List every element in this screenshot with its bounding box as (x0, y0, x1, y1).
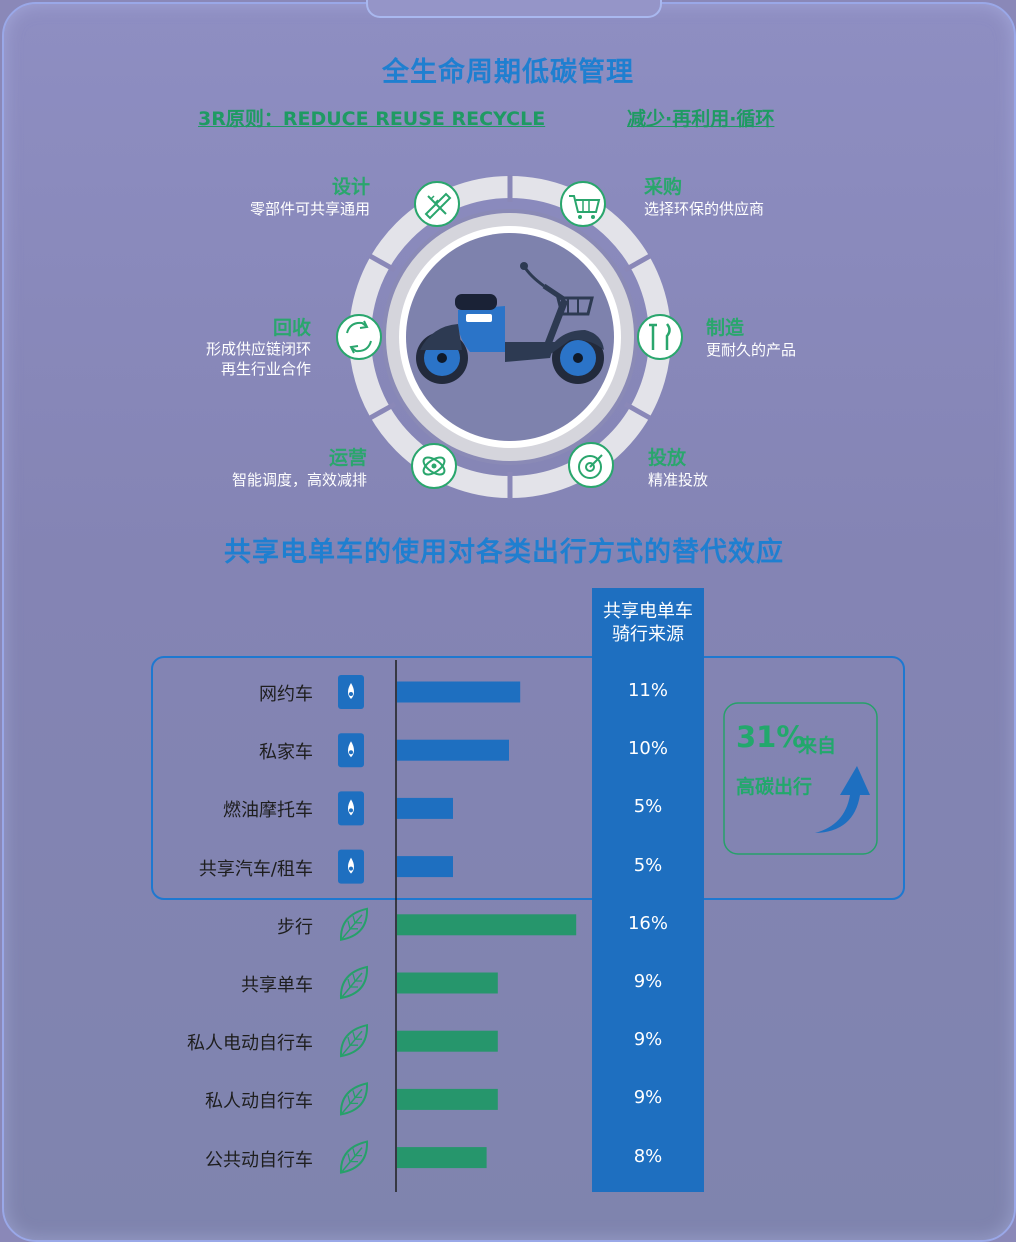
target-icon (568, 442, 614, 488)
value-label-4: 16% (627, 912, 668, 934)
recycle-icon (336, 314, 382, 360)
value-label-6: 9% (633, 1029, 663, 1051)
stage-operate-title: 运营 (328, 447, 367, 469)
value-label-3: 5% (633, 854, 663, 876)
tools-icon (637, 314, 683, 360)
value-label-8: 8% (633, 1145, 663, 1167)
category-label-4: 步行 (277, 916, 313, 938)
stage-deploy-title: 投放 (648, 447, 687, 469)
callout-line1: 来自 (798, 735, 837, 757)
leaf-icon (339, 1023, 369, 1058)
bar-5 (397, 972, 498, 994)
value-label-0: 11% (627, 680, 668, 701)
stage-purchase-title: 采购 (644, 176, 683, 198)
category-label-2: 燃油摩托车 (223, 800, 313, 822)
orbit-icon (411, 443, 457, 489)
leaf-icon (339, 1082, 369, 1116)
inner-disc (406, 233, 614, 441)
oil-drop-icon (338, 733, 364, 768)
column-header-line2: 骑行来源 (612, 624, 684, 645)
category-label-5: 共享单车 (241, 975, 313, 996)
cart-icon (560, 181, 606, 227)
category-label-1: 私家车 (259, 742, 313, 764)
bar-6 (397, 1030, 498, 1052)
callout-value: 31% (736, 720, 806, 754)
column-header: 共享电单车 骑行来源 (592, 600, 704, 646)
principle-left: 3R原则：REDUCE REUSE RECYCLE (198, 108, 546, 130)
category-label-7: 私人动自行车 (205, 1091, 313, 1113)
oil-drop-icon (338, 849, 364, 884)
stage-design-title: 设计 (331, 176, 370, 198)
stage-manufacture-title: 制造 (706, 317, 745, 339)
bar-0 (397, 681, 521, 703)
panel-tab (366, 0, 662, 18)
bar-2 (397, 797, 453, 819)
scooter-illustration (416, 262, 604, 384)
stage-operate-desc: 智能调度，高效减排 (231, 471, 367, 489)
stage-deploy-desc: 精准投放 (648, 471, 709, 489)
category-label-3: 共享汽车/租车 (198, 858, 313, 880)
stage-design-desc: 零部件可共享通用 (249, 200, 370, 218)
value-label-2: 5% (633, 796, 663, 818)
stage-recycle-desc-1: 形成供应链闭环 (205, 340, 311, 358)
callout-line2: 高碳出行 (736, 776, 813, 798)
column-header-line1: 共享电单车 (603, 601, 693, 622)
value-label-7: 9% (633, 1087, 663, 1109)
leaf-icon (339, 965, 369, 1000)
arrow-up-icon (815, 766, 870, 833)
value-label-5: 9% (633, 971, 663, 992)
high-carbon-group-box (151, 656, 905, 900)
bar-7 (397, 1088, 498, 1110)
bar-3 (397, 856, 453, 878)
bar-8 (397, 1147, 487, 1169)
value-label-1: 10% (627, 738, 668, 760)
leaf-icon (339, 907, 369, 941)
pencil-ruler-icon (414, 181, 460, 227)
page-title: 全生命周期低碳管理 (382, 57, 634, 88)
category-label-8: 公共动自行车 (205, 1149, 313, 1171)
stage-recycle-desc-2: 再生行业合作 (220, 360, 311, 378)
stage-recycle-title: 回收 (272, 317, 311, 339)
leaf-icon (339, 1140, 369, 1174)
bar-4 (397, 914, 577, 936)
section2-title: 共享电单车的使用对各类出行方式的替代效应 (224, 537, 784, 568)
category-label-0: 网约车 (259, 684, 313, 705)
stage-manufacture-desc: 更耐久的产品 (706, 341, 797, 359)
stage-purchase-desc: 选择环保的供应商 (644, 200, 765, 218)
principle-right: 减少·再利用·循环 (627, 108, 775, 130)
callout-box (723, 702, 878, 855)
lifecycle-wheel (336, 175, 683, 499)
oil-drop-icon (338, 675, 364, 709)
oil-drop-icon (338, 791, 364, 826)
source-column (592, 588, 704, 1192)
bar-1 (397, 739, 509, 761)
category-label-6: 私人电动自行车 (187, 1033, 313, 1055)
